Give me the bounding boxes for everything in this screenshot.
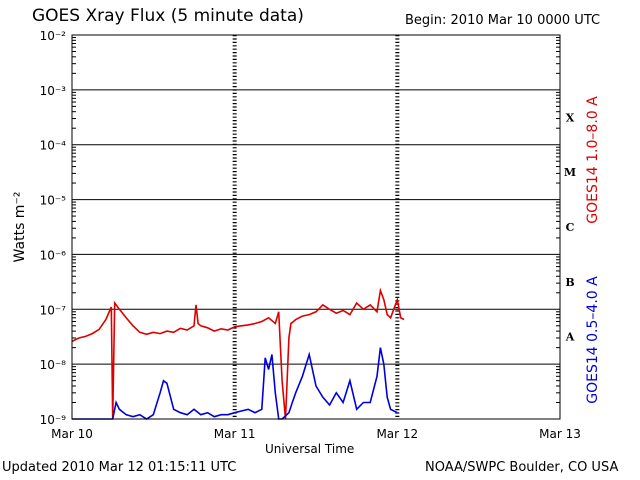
flare-class-C: C	[566, 221, 575, 234]
y-tick-label-1: 10⁻⁸	[40, 358, 67, 372]
legend-long-channel: GOES14 1.0–8.0 A	[585, 96, 601, 224]
y-tick-label-0: 10⁻⁹	[40, 413, 67, 427]
y-tick-labels: 10⁻⁹ 10⁻⁸ 10⁻⁷ 10⁻⁶ 10⁻⁵ 10⁻⁴ 10⁻³ 10⁻²	[40, 29, 67, 427]
y-tick-label-2: 10⁻⁷	[40, 303, 67, 317]
flare-class-labels: A B C M X	[564, 111, 576, 343]
flare-class-M: M	[564, 166, 576, 179]
flare-class-X: X	[566, 111, 575, 124]
grid-layer	[72, 35, 560, 419]
updated-timestamp: Updated 2010 Mar 12 01:15:11 UTC	[2, 460, 237, 475]
x-tick-label-0: Mar 10	[51, 427, 93, 441]
x-tick-label-3: Mar 13	[539, 427, 581, 441]
y-tick-label-6: 10⁻³	[40, 84, 67, 98]
y-axis-label: Watts m⁻²	[12, 192, 28, 263]
x-tick-label-2: Mar 12	[376, 427, 418, 441]
plot-frame	[71, 34, 561, 420]
series-line-1	[72, 347, 398, 420]
series-layer	[71, 287, 405, 420]
x-tick-labels: Mar 10 Mar 11 Mar 12 Mar 13	[51, 427, 581, 441]
flare-class-B: B	[565, 276, 574, 289]
y-tick-label-3: 10⁻⁶	[40, 248, 67, 262]
flare-class-A: A	[565, 331, 575, 344]
chart-title: GOES Xray Flux (5 minute data)	[32, 6, 304, 26]
y-tick-label-5: 10⁻⁴	[40, 139, 67, 153]
y-tick-label-4: 10⁻⁵	[40, 194, 67, 208]
x-axis-label: Universal Time	[265, 442, 355, 456]
y-tick-label-7: 10⁻²	[40, 29, 67, 43]
x-tick-label-1: Mar 11	[214, 427, 256, 441]
series-line-0	[71, 287, 405, 420]
credit-line: NOAA/SWPC Boulder, CO USA	[425, 460, 619, 475]
begin-time: Begin: 2010 Mar 10 0000 UTC	[405, 13, 601, 28]
legend-short-channel: GOES14 0.5–4.0 A	[585, 276, 601, 404]
